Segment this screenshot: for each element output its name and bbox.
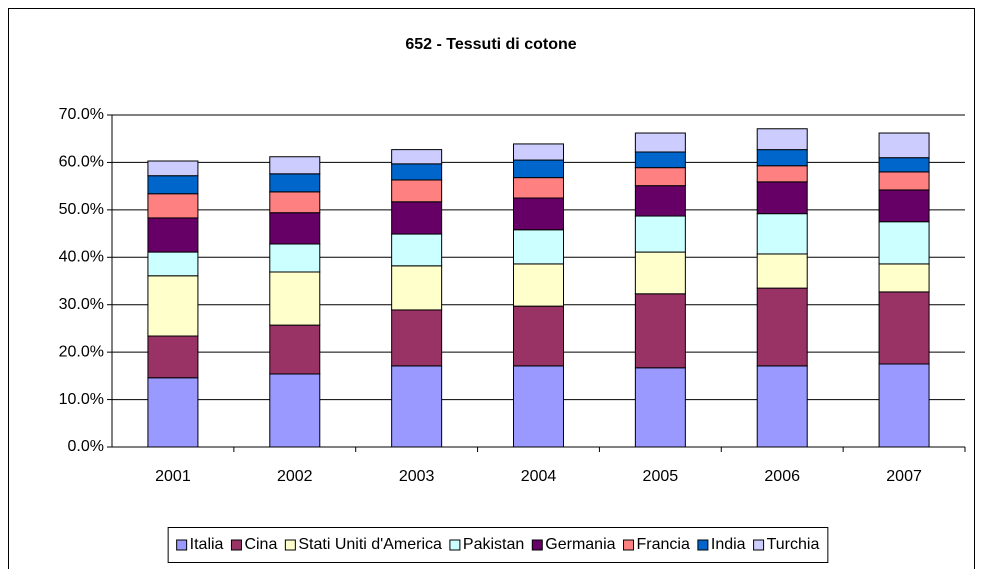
bar-segment [513, 365, 564, 448]
bar-segment [634, 293, 686, 369]
y-tick-label: 60.0% [59, 154, 104, 171]
bar-segment [147, 175, 199, 195]
x-tick-label: 2007 [886, 468, 922, 485]
bar-segment [391, 233, 443, 267]
bar-segment [391, 265, 443, 311]
bar-segment [147, 335, 199, 379]
x-tick-label: 2003 [399, 468, 435, 485]
bar-segment [147, 160, 199, 177]
legend-swatch [697, 539, 709, 551]
legend-swatch [176, 539, 188, 551]
bar-segment [269, 173, 321, 193]
bar-segment [878, 132, 930, 159]
bar-segment [878, 291, 930, 365]
legend-swatch [753, 539, 765, 551]
chart-title: 652 - Tessuti di cotone [405, 36, 576, 53]
bar-segment [634, 251, 686, 295]
y-tick-label: 0.0% [68, 438, 104, 455]
bar-segment [756, 128, 808, 151]
bar-segment [634, 185, 686, 217]
x-tick-label: 2002 [277, 468, 313, 485]
legend-label: India [711, 536, 746, 553]
bar-segment [269, 243, 321, 273]
bar-segment [513, 263, 564, 307]
bar-segment [147, 377, 199, 448]
bar-segment [878, 171, 930, 191]
y-tick-label: 20.0% [59, 343, 104, 360]
bar-segment [756, 365, 808, 448]
bar-segment [391, 365, 443, 448]
legend-box [167, 527, 829, 563]
bar-segment [756, 287, 808, 367]
legend-label: Francia [637, 536, 690, 553]
legend-swatch [531, 539, 543, 551]
y-tick-label: 70.0% [59, 106, 104, 123]
y-tick-label: 50.0% [59, 201, 104, 218]
bar-segment [391, 179, 443, 203]
legend-swatch [449, 539, 461, 551]
x-tick-label: 2006 [764, 468, 800, 485]
bar-segment [634, 151, 686, 169]
legend-label: Stati Uniti d'America [298, 536, 442, 553]
x-tick-label: 2005 [643, 468, 679, 485]
bar-segment [513, 229, 564, 265]
bar-segment [634, 167, 686, 187]
y-tick-label: 10.0% [59, 391, 104, 408]
bar-segment [391, 163, 443, 181]
bar-segment [269, 373, 321, 448]
x-tick-label: 2001 [155, 468, 191, 485]
legend-swatch [230, 539, 242, 551]
bar-segment [756, 213, 808, 255]
bar-segment [634, 132, 686, 153]
bar-segment [634, 215, 686, 253]
bar-segment [147, 251, 199, 277]
bar-segment [878, 263, 930, 293]
y-tick-label: 40.0% [59, 249, 104, 266]
legend-label: Germania [545, 536, 615, 553]
bar-segment [391, 149, 443, 165]
bar-segment [269, 271, 321, 326]
x-tick-label: 2004 [521, 468, 557, 485]
bar-segment [878, 221, 930, 265]
bar-segment [878, 189, 930, 223]
bar-segment [634, 367, 686, 448]
bar-segment [513, 305, 564, 367]
legend-label: Cina [244, 536, 277, 553]
bar-segment [513, 143, 564, 161]
bar-segment [756, 149, 808, 167]
legend-swatch [284, 539, 296, 551]
bar-segment [878, 363, 930, 448]
legend-label: Turchia [767, 536, 820, 553]
bar-segment [513, 159, 564, 179]
y-tick-label: 30.0% [59, 296, 104, 313]
bar-segment [756, 253, 808, 289]
bar-segment [147, 193, 199, 219]
bar-segment [756, 165, 808, 183]
legend-label: Pakistan [463, 536, 524, 553]
bar-segment [147, 217, 199, 253]
bar-segment [756, 181, 808, 215]
legend: Italia Cina Stati Uniti d'America Pakistan G… [176, 536, 820, 553]
bar-segment [513, 177, 564, 199]
bar-segment [513, 197, 564, 231]
bar-segment [269, 156, 321, 175]
bar-segment [269, 324, 321, 375]
bar-segment [147, 275, 199, 337]
bar-segment [269, 212, 321, 245]
bar-segment [269, 191, 321, 214]
bar-segment [878, 157, 930, 173]
bar-segment [391, 201, 443, 235]
bar-segment [391, 309, 443, 367]
legend-label: Italia [190, 536, 224, 553]
legend-swatch [623, 539, 635, 551]
